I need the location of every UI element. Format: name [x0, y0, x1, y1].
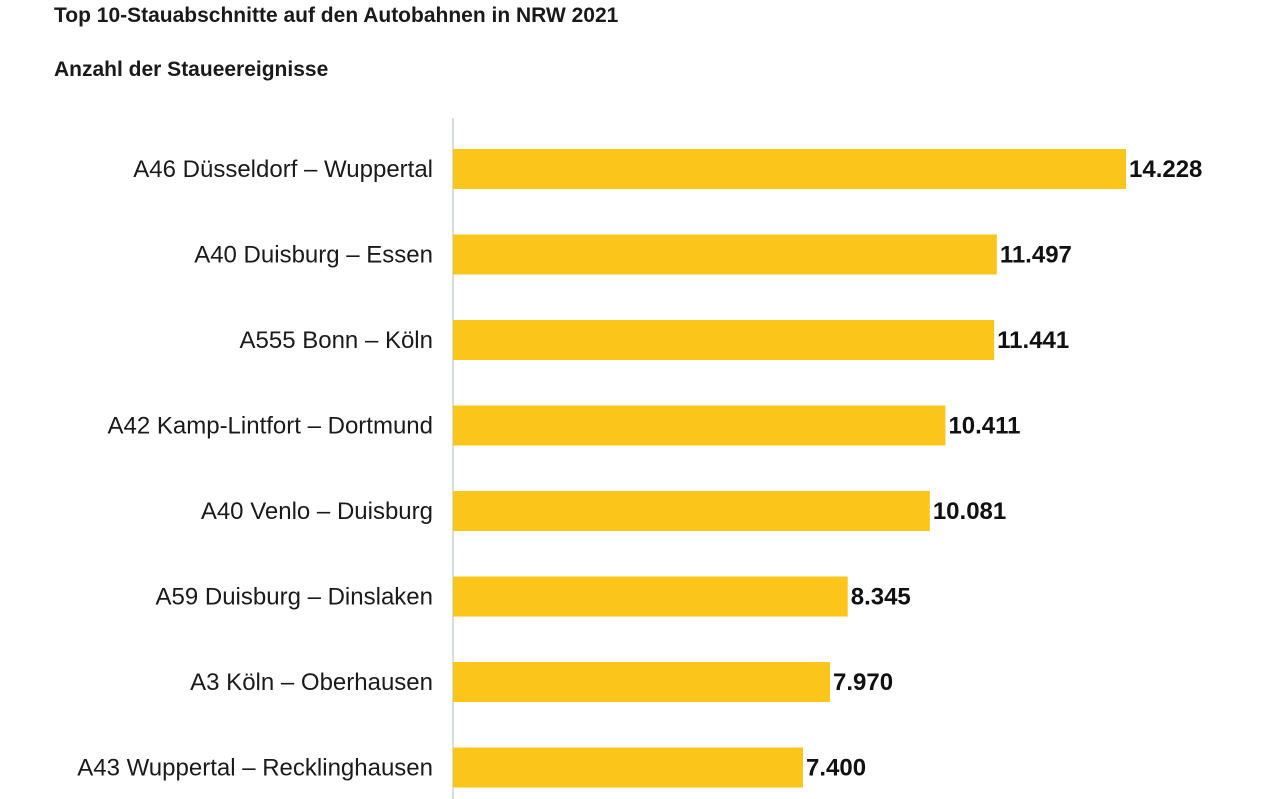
bars-group: A46 Düsseldorf – Wuppertal 14.228 A40 Duis… — [77, 149, 1202, 788]
value-label: 11.497 — [1000, 242, 1072, 269]
bar — [453, 149, 1126, 189]
category-label: A3 Köln – Oberhausen — [190, 669, 433, 696]
value-label: 10.081 — [933, 498, 1006, 525]
chart-title: Top 10-Stauabschnitte auf den Autobahnen… — [54, 4, 619, 27]
category-label: A43 Wuppertal – Recklinghausen — [77, 755, 433, 782]
category-label: A59 Duisburg – Dinslaken — [156, 584, 434, 611]
bar — [453, 747, 804, 788]
bar — [453, 320, 995, 360]
category-label: A46 Düsseldorf – Wuppertal — [133, 156, 433, 183]
bar — [453, 576, 848, 617]
category-label: A42 Kamp-Lintfort – Dortmund — [108, 413, 434, 440]
value-label: 14.228 — [1129, 156, 1202, 183]
bar — [453, 491, 930, 531]
bar — [453, 662, 830, 702]
chart-subtitle: Anzahl der Staueereignisse — [54, 58, 329, 81]
bar — [453, 234, 997, 275]
bar — [453, 405, 946, 446]
value-label: 10.411 — [948, 413, 1020, 440]
category-label: A40 Venlo – Duisburg — [201, 498, 433, 525]
category-label: A555 Bonn – Köln — [240, 327, 434, 354]
value-label: 7.400 — [806, 755, 866, 782]
value-label: 7.970 — [833, 669, 893, 696]
value-label: 8.345 — [851, 584, 911, 611]
category-label: A40 Duisburg – Essen — [194, 242, 433, 269]
value-label: 11.441 — [997, 327, 1069, 354]
